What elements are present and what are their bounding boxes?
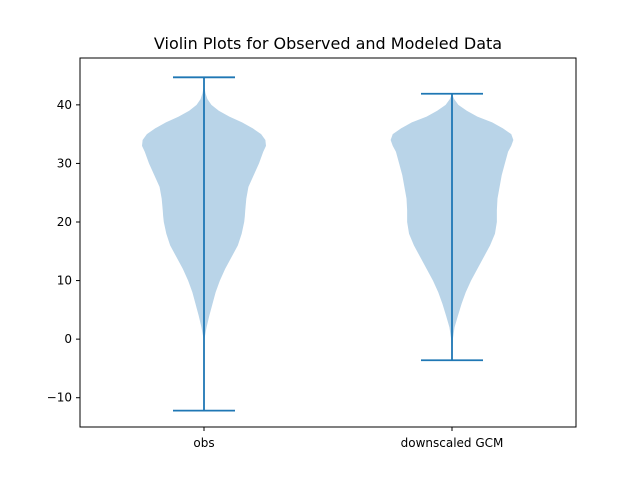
y-tick-label: 10: [57, 274, 72, 288]
axes: −10 0 10 20 30 40 obs downscaled GCM: [47, 98, 504, 450]
y-tick-label: 30: [57, 156, 72, 170]
chart-title: Violin Plots for Observed and Modeled Da…: [154, 34, 502, 53]
plot-frame: [79, 57, 577, 428]
y-tick-label: 0: [64, 332, 72, 346]
plot-area: [142, 76, 514, 412]
y-tick-label: 40: [57, 98, 72, 112]
x-tick-label: obs: [193, 436, 214, 450]
x-tick-label: downscaled GCM: [401, 436, 504, 450]
y-tick-label: 20: [57, 215, 72, 229]
y-tick-label: −10: [47, 391, 72, 405]
